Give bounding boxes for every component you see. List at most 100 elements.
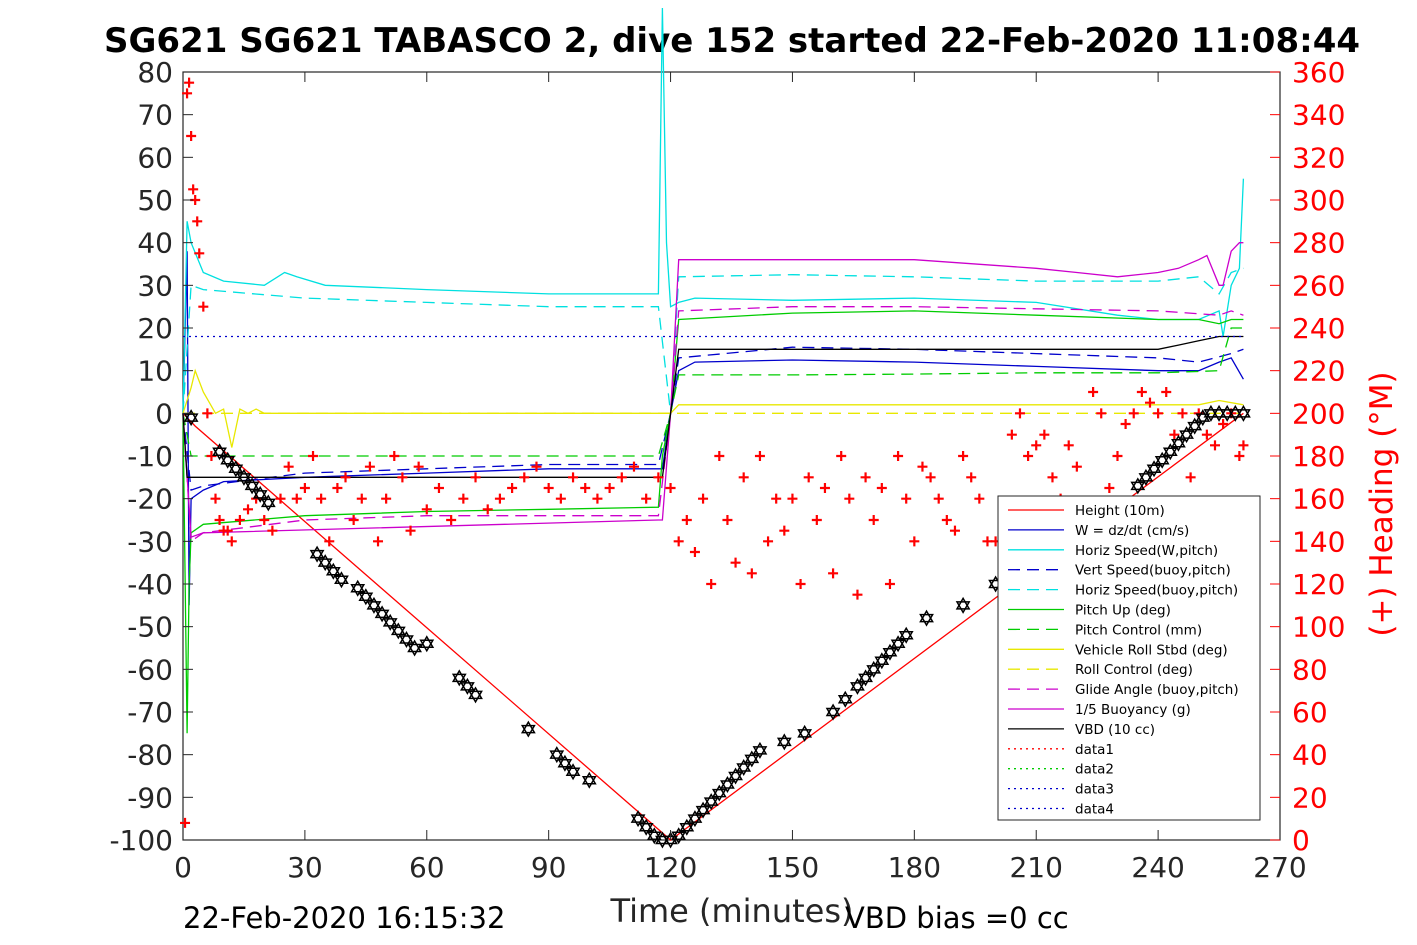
heading-point [844,493,855,504]
depth-marker [711,784,727,798]
depth-marker [244,481,260,495]
series-layer [182,7,1245,841]
heading-point [868,515,879,525]
depth-marker [837,690,853,704]
y2-tick-label: 60 [1292,696,1328,729]
x-tick-label: 150 [766,851,819,884]
depth-marker [399,635,414,648]
y-tick-label: 40 [137,227,173,260]
depth-marker [890,635,906,648]
heading-point [1169,429,1180,440]
heading-point [1209,440,1220,451]
heading-point [1201,429,1212,440]
depth-marker [220,451,236,465]
heading-point [689,547,700,557]
depth-marker [858,673,873,687]
heading-point [1023,451,1034,461]
heading-point [1071,461,1082,472]
depth-marker [228,464,244,478]
heading-point [828,568,839,579]
depth-marker [1236,409,1251,422]
depth-marker [334,575,349,589]
depth-marker [797,729,813,742]
depth-marker [858,669,873,683]
depth-marker [919,609,934,623]
heading-point [291,493,302,504]
y2-tick-label: 80 [1292,653,1328,686]
heading-point [180,817,191,828]
heading-point [1031,440,1042,451]
heading-point [206,451,217,461]
heading-point [555,493,566,504]
depth-marker [212,447,227,461]
heading-point [746,568,757,579]
depth-marker [638,822,654,836]
heading-point [186,131,197,141]
y-axis-right-label: (+) Heading (°M) [1364,371,1400,636]
x-tick-label: 120 [644,851,697,884]
heading-point [966,472,977,483]
heading-point [568,472,579,483]
heading-point [1096,408,1107,419]
y-tick-label: 20 [137,312,173,345]
depth-marker [244,477,260,491]
heading-point [698,493,709,504]
heading-point [1177,408,1188,419]
heading-point [494,493,505,504]
y-tick-label: 60 [137,141,173,174]
depth-marker [309,545,325,559]
heading-point [616,472,627,483]
heading-point [933,493,944,504]
x-tick-label: 90 [531,851,567,884]
depth-marker [695,801,711,815]
depth-marker [1187,421,1203,435]
heading-point [299,483,310,493]
heading-point [1104,483,1115,493]
y-tick-label: -50 [127,611,173,644]
legend-label-1: W = dz/dt (cm/s) [1075,523,1189,539]
heading-point [202,408,213,419]
depth-marker [1171,434,1186,448]
x-axis-label: Time (minutes) [610,892,854,930]
heading-point [519,472,530,483]
y-tick-label: -100 [109,824,173,857]
depth-marker [419,635,435,648]
heading-point [779,525,790,536]
y-tick-label: -80 [127,739,173,772]
depth-marker [1171,438,1186,452]
heading-point [580,483,591,493]
heading-point [706,579,717,589]
heading-point [738,472,749,483]
heading-point [604,483,615,493]
depth-marker [671,831,687,845]
depth-marker [1154,456,1170,469]
y-tick-label: -10 [127,440,173,473]
depth-marker [1162,447,1178,461]
y2-tick-label: 140 [1292,525,1345,558]
series-line-11 [182,335,1244,478]
heading-point [1234,451,1245,461]
depth-marker [720,780,735,794]
heading-point [628,461,639,472]
depth-marker [549,750,565,764]
depth-marker [919,613,934,627]
depth-marker [366,601,382,614]
heading-point [1185,472,1196,483]
heading-point [592,493,603,504]
y2-tick-label: 40 [1292,739,1328,772]
heading-markers [180,77,1249,828]
depth-marker [228,460,244,474]
depth-marker [460,682,475,695]
depth-marker [183,413,199,427]
depth-marker [451,669,467,683]
depth-marker [390,626,406,640]
heading-point [917,461,928,472]
heading-point [226,536,237,547]
y2-tick-label: 180 [1292,440,1345,473]
depth-marker [728,767,743,781]
heading-point [356,493,367,504]
y2-tick-label: 220 [1292,355,1345,388]
heading-point [836,451,847,461]
heading-point [653,472,664,483]
depth-marker [679,818,695,832]
